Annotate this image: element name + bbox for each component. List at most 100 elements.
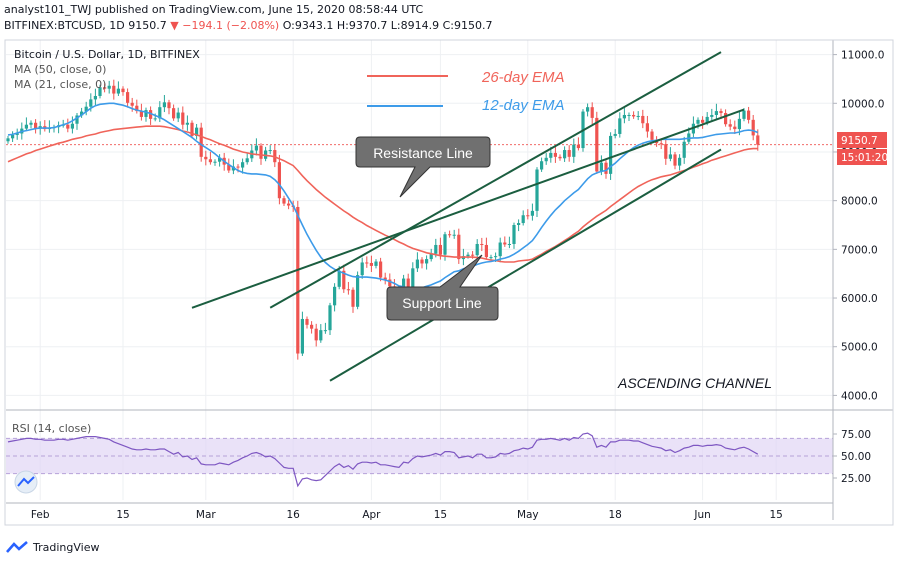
y-tick-label: 11000.0 <box>841 50 884 62</box>
candle-body <box>737 118 741 130</box>
candle-body <box>24 124 28 129</box>
candle-body <box>190 122 194 136</box>
candle-body <box>747 110 751 120</box>
channel-label: ASCENDING CHANNEL <box>617 375 772 391</box>
candle-body <box>622 114 626 119</box>
channel-line-upper <box>269 51 722 309</box>
candle-body <box>144 110 148 117</box>
candle-body <box>572 144 576 157</box>
candle-body <box>420 259 424 264</box>
y-tick-label: 6000.0 <box>841 293 878 305</box>
chart-frame <box>4 39 894 526</box>
candle-body <box>11 134 15 139</box>
candle-body <box>701 119 705 123</box>
candle-body <box>130 102 134 106</box>
channel-line-lower <box>329 148 722 382</box>
x-tick-label: Apr <box>362 509 381 521</box>
publisher-line: analyst101_TWJ published on TradingView.… <box>4 3 424 16</box>
candle-body <box>475 243 479 256</box>
y-tick-label: 4000.0 <box>841 390 878 402</box>
candle-body <box>241 162 245 168</box>
candle-body <box>300 318 304 354</box>
candle-body <box>645 123 649 132</box>
grid <box>6 40 833 500</box>
candle-body <box>530 210 534 216</box>
candle-body <box>558 156 562 159</box>
candle-body <box>323 330 327 332</box>
candle-body <box>195 127 199 136</box>
brand-name: TradingView <box>33 540 100 554</box>
candle-body <box>15 133 19 135</box>
candle-body <box>696 119 700 124</box>
candle-body <box>438 244 442 255</box>
candle-body <box>218 157 222 162</box>
candle-body <box>93 95 97 100</box>
resistance-label: Resistance Line <box>373 145 473 161</box>
candle-body <box>751 119 755 136</box>
candle-body <box>544 157 548 162</box>
candle-body <box>162 102 166 108</box>
candle-body <box>484 244 488 258</box>
tradingview-brand[interactable]: TradingView <box>6 540 99 554</box>
candle-body <box>466 254 470 257</box>
candle-body <box>627 114 631 116</box>
candle-body <box>360 262 364 276</box>
price-tag-value: 9150.7 <box>841 135 878 147</box>
legend-ma21: MA (21, close, 0) <box>14 78 106 91</box>
x-tick-label: 15 <box>770 509 783 521</box>
candle-body <box>517 223 521 225</box>
tradingview-logo-icon <box>6 541 28 553</box>
candle-body <box>227 164 231 171</box>
candle-body <box>595 117 599 172</box>
candle-body <box>429 253 433 260</box>
candle-body <box>6 138 10 142</box>
candle-body <box>356 275 360 307</box>
candle-body <box>158 107 162 119</box>
candle-body <box>457 234 461 260</box>
resistance-callout: Resistance Line <box>355 136 491 198</box>
candle-body <box>319 330 323 341</box>
candle-body <box>641 115 645 124</box>
candle-body <box>379 261 383 278</box>
candle-body <box>498 242 502 257</box>
candle-body <box>213 161 217 163</box>
candle-body <box>563 150 567 159</box>
symbol-line: BITFINEX:BTCUSD, 1D 9150.7 ▼ −194.1 (−2.… <box>4 19 493 32</box>
candle-body <box>710 114 714 117</box>
candle-body <box>553 152 557 157</box>
candle-body <box>328 305 332 331</box>
candle-body <box>742 110 746 119</box>
candle-body <box>733 126 737 130</box>
candle-body <box>149 110 153 119</box>
candle-body <box>277 162 281 199</box>
rsi-tick-label: 50.00 <box>841 451 871 463</box>
countdown: 15:01:20 <box>841 152 888 164</box>
candle-body <box>756 135 760 145</box>
ohlc-values: O:9343.1 H:9370.7 L:8914.9 C:9150.7 <box>282 19 493 32</box>
candle-body <box>659 143 663 145</box>
candle-body <box>678 157 682 166</box>
candle-body <box>664 144 668 159</box>
candle-body <box>314 328 318 341</box>
candle-body <box>613 133 617 136</box>
candle-body <box>112 85 116 94</box>
candle-body <box>705 116 709 123</box>
ema12-line <box>7 102 759 290</box>
candle-body <box>268 150 272 152</box>
candle-body <box>310 324 314 329</box>
y-tick-label: 7000.0 <box>841 244 878 256</box>
candle-body <box>673 154 677 166</box>
price-tag: 9150.7 15:01:20 <box>837 132 888 165</box>
legend-ma50: MA (50, close, 0) <box>14 63 106 76</box>
candle-body <box>204 156 208 160</box>
candle-body <box>503 242 507 245</box>
candle-body <box>567 150 571 157</box>
candle-body <box>728 124 732 127</box>
candle-body <box>296 206 300 354</box>
candle-body <box>374 261 378 266</box>
candle-body <box>724 113 728 125</box>
x-tick-label: 18 <box>609 509 622 521</box>
candle-body <box>604 162 608 174</box>
tradingview-badge[interactable] <box>14 470 38 494</box>
